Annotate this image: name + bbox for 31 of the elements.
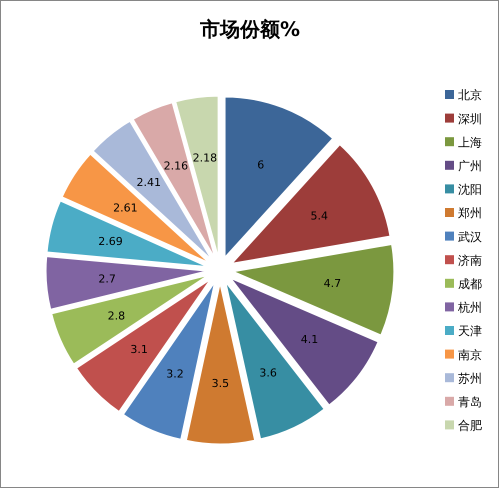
data-label: 4.7	[324, 277, 342, 290]
legend-label: 郑州	[458, 206, 482, 220]
legend-label: 武汉	[458, 230, 482, 244]
data-label: 2.16	[164, 160, 188, 173]
legend-label: 天津	[458, 324, 482, 338]
data-label: 2.69	[98, 235, 123, 248]
data-label: 3.1	[130, 343, 148, 356]
data-label: 2.7	[98, 272, 116, 286]
data-label: 6	[257, 158, 264, 172]
data-label: 3.6	[259, 366, 277, 380]
chart-title: 市场份额%	[198, 17, 300, 41]
data-label: 2.41	[136, 176, 161, 189]
data-label: 2.61	[113, 202, 138, 215]
data-label: 5.4	[310, 209, 328, 222]
legend-label: 成都	[458, 277, 482, 291]
legend-label: 杭州	[457, 300, 482, 315]
data-label: 2.8	[108, 309, 126, 322]
data-label: 2.18	[192, 152, 218, 165]
legend-label: 北京	[458, 88, 482, 102]
legend-label: 合肥	[458, 418, 482, 433]
legend-label: 南京	[458, 348, 482, 362]
legend-label: 深圳	[458, 112, 482, 126]
legend-label: 苏州	[458, 371, 482, 386]
legend-label: 沈阳	[458, 182, 482, 197]
legend-label: 广州	[458, 159, 482, 173]
legend-label: 济南	[458, 253, 482, 268]
legend-label: 上海	[458, 135, 482, 150]
data-label: 3.2	[166, 368, 184, 381]
data-label: 4.1	[300, 333, 318, 346]
data-label: 3.5	[212, 377, 230, 390]
legend-label: 青岛	[458, 395, 482, 409]
